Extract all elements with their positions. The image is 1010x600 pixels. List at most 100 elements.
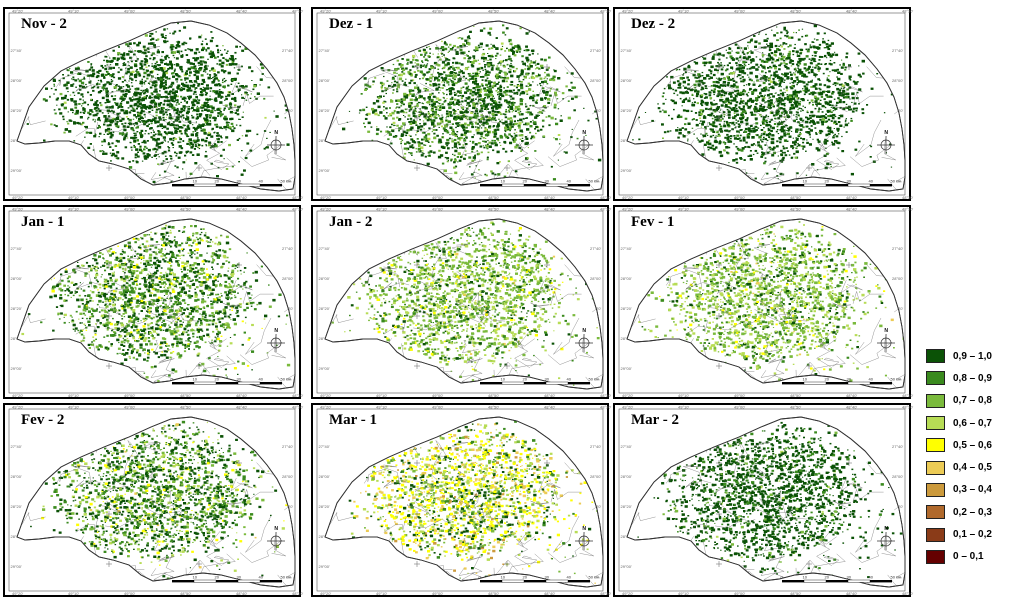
ndvi-pixel (155, 91, 158, 93)
ndvi-pixel (208, 144, 211, 147)
ndvi-raster (342, 24, 602, 181)
ndvi-pixel (74, 67, 79, 71)
ndvi-pixel (811, 163, 815, 166)
ndvi-pixel (438, 75, 440, 78)
ndvi-pixel (171, 106, 175, 109)
ndvi-pixel (170, 157, 173, 160)
ndvi-pixel (727, 110, 731, 114)
ndvi-pixel (670, 99, 673, 101)
ndvi-pixel (231, 93, 234, 95)
ndvi-pixel (167, 99, 171, 103)
ndvi-pixel (498, 103, 503, 107)
ndvi-pixel (175, 57, 179, 60)
ndvi-pixel (477, 152, 481, 155)
ndvi-pixel (173, 100, 176, 103)
ndvi-pixel (107, 72, 110, 75)
ndvi-pixel (501, 94, 505, 98)
ndvi-pixel (441, 136, 444, 138)
ndvi-pixel (455, 126, 457, 129)
ndvi-pixel (750, 105, 752, 107)
ndvi-pixel (455, 133, 458, 136)
ndvi-pixel (529, 111, 532, 114)
ndvi-pixel (471, 94, 474, 97)
ndvi-pixel (437, 155, 442, 159)
ndvi-pixel (163, 40, 166, 42)
ndvi-pixel (798, 115, 800, 117)
ndvi-pixel (192, 131, 195, 133)
ndvi-pixel (225, 136, 229, 139)
ndvi-pixel (453, 110, 456, 112)
ndvi-pixel (462, 43, 465, 46)
ndvi-pixel (472, 55, 476, 58)
ndvi-pixel (711, 147, 714, 150)
ndvi-pixel (783, 151, 786, 154)
ndvi-pixel (492, 95, 494, 97)
ndvi-pixel (106, 81, 110, 84)
ndvi-pixel (478, 73, 480, 75)
ndvi-pixel (676, 80, 680, 83)
ndvi-pixel (396, 103, 399, 105)
ndvi-pixel (775, 92, 777, 94)
ndvi-pixel (430, 120, 434, 123)
ndvi-pixel (205, 145, 208, 147)
ndvi-pixel (745, 119, 749, 122)
ndvi-pixel (701, 153, 705, 156)
ndvi-pixel (485, 119, 489, 122)
ndvi-pixel (518, 78, 520, 80)
ndvi-pixel (753, 113, 757, 116)
ndvi-pixel (472, 81, 476, 84)
ndvi-pixel (384, 117, 388, 120)
ndvi-pixel (484, 173, 487, 176)
ndvi-pixel (753, 35, 756, 37)
ndvi-pixel (525, 141, 529, 145)
ndvi-pixel (264, 116, 267, 119)
ndvi-pixel (824, 106, 826, 108)
ndvi-pixel (451, 102, 455, 105)
ndvi-pixel (153, 80, 157, 83)
ndvi-pixel (204, 67, 208, 71)
ndvi-pixel (372, 111, 376, 114)
ndvi-pixel (463, 57, 466, 60)
ndvi-pixel (782, 73, 785, 76)
ndvi-pixel (416, 103, 419, 105)
ndvi-pixel (503, 91, 507, 94)
ndvi-pixel (195, 48, 199, 51)
ndvi-pixel (511, 65, 515, 69)
scale-segment (237, 183, 261, 187)
ndvi-pixel (130, 78, 134, 81)
ndvi-pixel (481, 124, 483, 126)
ndvi-pixel (449, 101, 453, 104)
ndvi-pixel (284, 104, 288, 107)
ndvi-pixel (845, 103, 848, 105)
ndvi-pixel (764, 138, 767, 141)
ndvi-pixel (710, 106, 713, 108)
ndvi-pixel (463, 158, 466, 160)
ndvi-pixel (834, 69, 838, 72)
ndvi-pixel (398, 130, 400, 132)
ndvi-pixel (165, 99, 169, 102)
ndvi-pixel (527, 85, 530, 88)
ndvi-pixel (412, 138, 414, 140)
ndvi-pixel (499, 135, 504, 139)
ndvi-pixel (469, 72, 471, 75)
ndvi-pixel (555, 88, 559, 91)
ndvi-pixel (164, 63, 167, 65)
ndvi-pixel (482, 137, 485, 139)
ndvi-pixel (115, 157, 118, 159)
ndvi-pixel (176, 81, 178, 83)
ndvi-pixel (423, 56, 426, 58)
ndvi-pixel (83, 101, 87, 104)
ndvi-pixel (223, 117, 226, 120)
ndvi-pixel (402, 130, 406, 133)
ndvi-pixel (161, 108, 164, 111)
latitude-label: 27°40' (892, 48, 903, 53)
ndvi-pixel (197, 143, 199, 145)
ndvi-pixel (117, 126, 120, 129)
ndvi-pixel (434, 136, 436, 139)
ndvi-pixel (231, 80, 234, 83)
ndvi-pixel (447, 142, 450, 144)
ndvi-pixel (425, 101, 428, 104)
ndvi-pixel (486, 122, 489, 125)
scale-label: 10 (193, 179, 198, 184)
ndvi-pixel (688, 97, 691, 99)
